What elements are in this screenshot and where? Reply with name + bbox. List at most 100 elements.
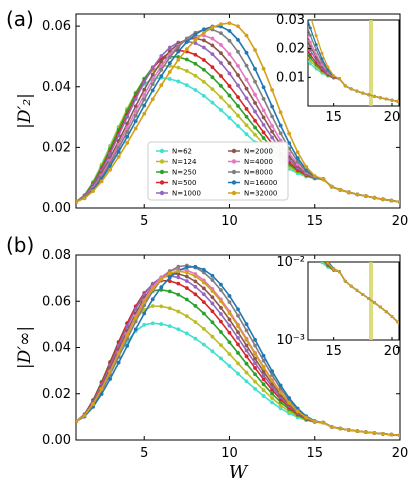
data-point (244, 114, 249, 119)
data-point (253, 67, 257, 71)
data-point (150, 97, 155, 102)
data-point (184, 274, 189, 279)
inset-data-point (315, 244, 318, 247)
data-point (125, 343, 130, 348)
data-point (227, 352, 232, 357)
data-point (176, 49, 181, 54)
data-point (167, 306, 172, 311)
data-point (227, 84, 232, 88)
data-point (176, 44, 181, 49)
data-point (167, 275, 172, 280)
data-point (150, 304, 155, 308)
data-point (236, 342, 240, 347)
data-point (278, 131, 283, 136)
data-point (244, 322, 249, 327)
data-point (167, 61, 172, 65)
inset-data-point (390, 315, 394, 319)
data-point (219, 343, 223, 348)
data-point (270, 88, 275, 92)
data-point (150, 287, 155, 291)
inset-data-point (303, 240, 306, 243)
inset-vline (369, 20, 373, 106)
data-point (125, 134, 130, 139)
y-tick-label: 0.06 (42, 19, 71, 34)
data-point (227, 93, 232, 98)
data-point (176, 281, 181, 286)
data-point (236, 95, 240, 100)
inset-x-tick-label: 15 (325, 344, 342, 359)
data-point (304, 415, 309, 420)
inset-data-point (315, 240, 318, 243)
legend-label: N=500 (172, 179, 196, 187)
data-point (227, 115, 232, 120)
x-tick-label: 5 (140, 214, 148, 229)
data-point (244, 106, 249, 111)
data-point (201, 38, 206, 43)
data-point (236, 37, 240, 42)
inset-data-point (402, 327, 405, 330)
data-point (219, 282, 223, 287)
inset-data-point (308, 48, 312, 52)
data-point (346, 190, 351, 195)
inset-data-point (309, 236, 312, 239)
legend-label: N=16000 (244, 179, 277, 187)
data-point (236, 24, 240, 29)
data-point (99, 179, 104, 184)
data-point (150, 297, 155, 302)
data-point (219, 31, 223, 36)
data-point (312, 174, 317, 178)
legend-entry: N=500 (156, 179, 196, 187)
data-point (219, 288, 223, 292)
data-point (270, 391, 275, 396)
data-point (219, 83, 223, 88)
data-point (363, 430, 368, 435)
data-point (261, 382, 266, 387)
data-point (270, 396, 275, 401)
inset-data-point (378, 96, 382, 100)
inset-data-point (315, 249, 318, 252)
inset-data-point (402, 327, 405, 330)
inset-data-point (373, 94, 376, 98)
data-point (227, 311, 232, 316)
data-point (99, 392, 104, 396)
inset-data-point (402, 327, 405, 330)
data-point (312, 419, 317, 424)
data-point (219, 305, 223, 310)
inset-data-point (308, 40, 312, 44)
data-point (210, 52, 215, 57)
data-point (150, 65, 155, 70)
data-point (244, 370, 249, 375)
data-point (227, 294, 232, 298)
inset-data-point (402, 101, 405, 104)
inset-data-point (384, 310, 388, 314)
inset-data-point (321, 253, 324, 256)
data-point (82, 196, 87, 201)
x-tick-label: 20 (392, 446, 409, 461)
inset-data (308, 20, 405, 106)
data-point (236, 73, 240, 78)
inset-data-point (402, 327, 405, 330)
y-tick-label: 0.02 (42, 140, 71, 155)
inset-data-point (402, 327, 405, 330)
data-point (346, 428, 351, 432)
legend-swatch-marker (159, 190, 165, 196)
data-point (381, 431, 385, 436)
data-point (184, 47, 189, 52)
data-point (201, 292, 206, 297)
inset-data-point (321, 250, 324, 253)
x-tick-label: 10 (221, 214, 238, 229)
data-layer (76, 21, 400, 204)
inset-data-point (349, 87, 353, 91)
data-point (329, 184, 334, 189)
data-point (210, 320, 215, 325)
inset-data-point (343, 84, 347, 88)
inset-data-point (315, 246, 318, 249)
data-point (219, 74, 223, 78)
data-point (253, 352, 257, 356)
data-point (278, 110, 283, 115)
inset-data-point (303, 232, 306, 235)
data-point (159, 59, 164, 64)
inset-y-tick-label: 0.02 (276, 42, 305, 57)
data-point (236, 49, 240, 54)
inset-data-point (315, 242, 318, 245)
